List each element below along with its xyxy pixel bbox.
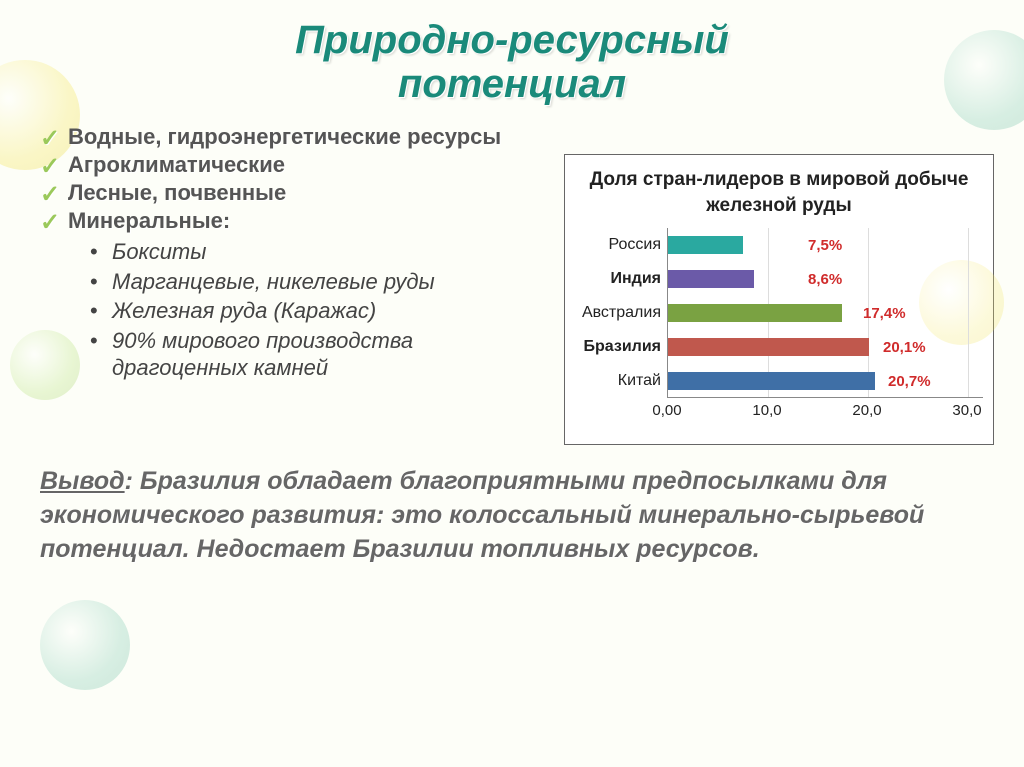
check-item: Минеральные: xyxy=(40,208,544,234)
sub-item: Железная руда (Каражас) xyxy=(90,297,544,325)
bar-value-label: 20,7% xyxy=(888,373,931,390)
chart-title: Доля стран-лидеров в мировой добыче желе… xyxy=(575,167,983,218)
chart-panel: Доля стран-лидеров в мировой добыче желе… xyxy=(564,154,994,445)
y-axis-label: Россия xyxy=(575,228,667,262)
conclusion-text: Вывод: Бразилия обладает благоприятными … xyxy=(0,445,1024,566)
sub-item: Марганцевые, никелевые руды xyxy=(90,268,544,296)
y-axis-label: Австралия xyxy=(575,296,667,330)
bar-row: 20,7% xyxy=(668,364,983,398)
check-item: Агроклиматические xyxy=(40,152,544,178)
chart-bar xyxy=(668,338,869,356)
chart-bar xyxy=(668,372,875,390)
chart-plot: 7,5% 8,6% 17,4% 20,1% 20,7% xyxy=(667,228,983,398)
bar-value-label: 8,6% xyxy=(808,271,842,288)
slide-title: Природно-ресурсный потенциал xyxy=(0,0,1024,106)
content-area: Водные, гидроэнергетические ресурсы Агро… xyxy=(0,106,1024,445)
x-axis-tick: 0,00 xyxy=(652,402,681,419)
bar-row: 8,6% xyxy=(668,262,983,296)
chart-bar xyxy=(668,236,743,254)
conclusion-body: : Бразилия обладает благоприятными предп… xyxy=(40,467,924,563)
y-axis-label: Индия xyxy=(575,262,667,296)
bullet-column: Водные, гидроэнергетические ресурсы Агро… xyxy=(40,124,544,445)
bar-row: 7,5% xyxy=(668,228,983,262)
y-axis-label: Китай xyxy=(575,364,667,398)
sub-item: 90% мирового производства драгоценных ка… xyxy=(90,327,544,382)
x-axis: 0,0010,020,030,0 xyxy=(667,398,967,438)
bar-value-label: 7,5% xyxy=(808,237,842,254)
chart-bar xyxy=(668,270,754,288)
decor-balloon xyxy=(40,600,130,690)
x-axis-tick: 10,0 xyxy=(752,402,781,419)
x-axis-tick: 30,0 xyxy=(952,402,981,419)
decor-balloon xyxy=(10,330,80,400)
title-line-1: Природно-ресурсный xyxy=(295,18,729,62)
chart-bar xyxy=(668,304,842,322)
check-item: Водные, гидроэнергетические ресурсы xyxy=(40,124,544,150)
bar-row: 17,4% xyxy=(668,296,983,330)
chart-area: РоссияИндияАвстралияБразилияКитай 7,5% 8,… xyxy=(575,228,983,398)
bar-row: 20,1% xyxy=(668,330,983,364)
bar-value-label: 20,1% xyxy=(883,339,926,356)
y-axis-labels: РоссияИндияАвстралияБразилияКитай xyxy=(575,228,667,398)
sub-list: Бокситы Марганцевые, никелевые руды Желе… xyxy=(90,238,544,382)
conclusion-lead: Вывод xyxy=(40,467,125,495)
bar-value-label: 17,4% xyxy=(863,305,906,322)
check-list: Водные, гидроэнергетические ресурсы Агро… xyxy=(40,124,544,234)
title-line-2: потенциал xyxy=(398,62,626,106)
y-axis-label: Бразилия xyxy=(575,330,667,364)
x-axis-tick: 20,0 xyxy=(852,402,881,419)
sub-item: Бокситы xyxy=(90,238,544,266)
check-item: Лесные, почвенные xyxy=(40,180,544,206)
